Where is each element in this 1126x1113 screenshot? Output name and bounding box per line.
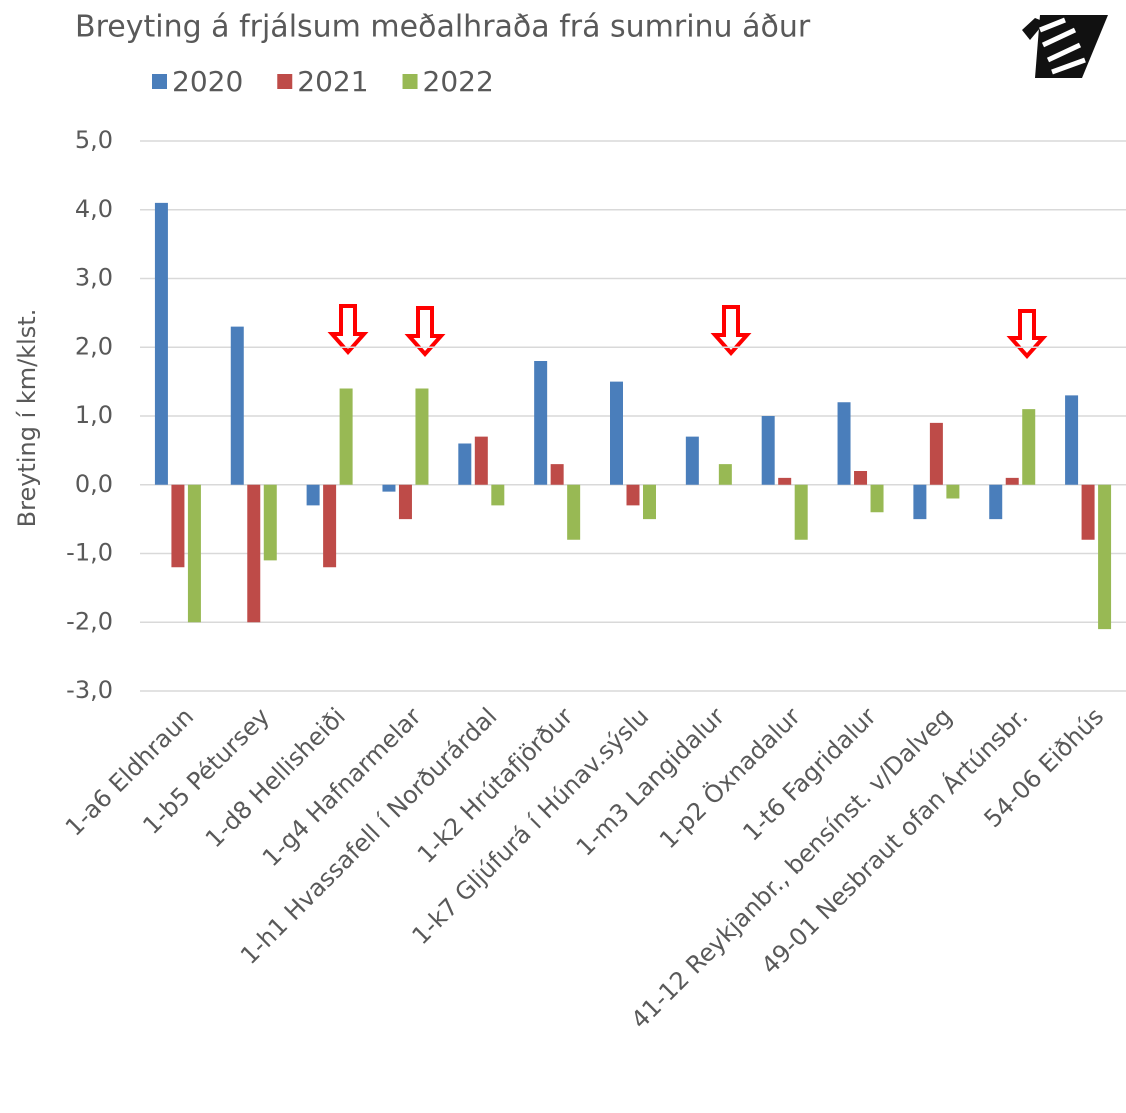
bar bbox=[491, 484, 505, 506]
x-tick-label: 1-p2 Öxnadalur bbox=[653, 702, 806, 855]
y-tick-label: -1,0 bbox=[66, 539, 113, 567]
highlight-arrows bbox=[327, 304, 1048, 360]
y-axis-label: Breyting í km/klst. bbox=[13, 309, 41, 528]
bar bbox=[154, 202, 168, 485]
chart-title: Breyting á frjálsum meðalhraða frá sumri… bbox=[75, 10, 811, 45]
y-tick-label: 4,0 bbox=[75, 195, 113, 223]
bar bbox=[306, 484, 320, 506]
bar bbox=[187, 484, 201, 623]
legend-swatch bbox=[277, 74, 293, 89]
y-tick-label: -3,0 bbox=[66, 676, 113, 704]
bar bbox=[567, 484, 581, 540]
bar bbox=[247, 484, 261, 623]
bar bbox=[550, 464, 564, 485]
legend-swatch bbox=[402, 74, 418, 89]
bar bbox=[643, 484, 656, 520]
legend-label: 2022 bbox=[423, 65, 494, 98]
bar bbox=[610, 381, 623, 485]
bar bbox=[263, 484, 277, 561]
x-tick-label: 1-t6 Fagridalur bbox=[737, 702, 881, 846]
bar bbox=[1005, 477, 1019, 485]
bar bbox=[1022, 409, 1036, 485]
bar bbox=[870, 484, 884, 513]
y-tick-label: 3,0 bbox=[75, 264, 113, 292]
bar bbox=[837, 402, 851, 485]
bar bbox=[474, 436, 488, 485]
x-tick-label: 1-d8 Hellisheiði bbox=[200, 702, 351, 853]
bar bbox=[382, 484, 396, 492]
bar bbox=[989, 484, 1003, 520]
y-tick-label: 5,0 bbox=[75, 126, 113, 154]
legend-label: 2020 bbox=[172, 65, 243, 98]
bar bbox=[1081, 484, 1095, 540]
bar bbox=[913, 484, 927, 520]
y-tick-label: 1,0 bbox=[75, 401, 113, 429]
bar bbox=[685, 436, 699, 485]
bar bbox=[626, 484, 640, 506]
bar bbox=[854, 471, 868, 485]
bar bbox=[534, 361, 548, 485]
legend-label: 2021 bbox=[297, 65, 368, 98]
bar bbox=[718, 464, 732, 485]
y-tick-label: -2,0 bbox=[66, 607, 113, 635]
x-tick-label: 1-a6 Eldhraun bbox=[60, 702, 199, 841]
bar bbox=[761, 416, 775, 485]
bar bbox=[415, 388, 429, 485]
bar bbox=[946, 484, 960, 499]
bar bbox=[323, 484, 337, 568]
bar bbox=[171, 484, 185, 568]
logo bbox=[1022, 15, 1108, 78]
bar bbox=[458, 443, 472, 485]
bar bbox=[1065, 395, 1079, 485]
y-tick-label: 0,0 bbox=[75, 470, 113, 498]
x-tick-label: 49-01 Nesbraut ofan Ártúnsbr. bbox=[755, 702, 1033, 980]
bar bbox=[794, 484, 808, 540]
y-tick-label: 2,0 bbox=[75, 332, 113, 360]
bar bbox=[339, 388, 353, 485]
bar bbox=[1098, 484, 1112, 630]
bar bbox=[778, 477, 792, 485]
bar bbox=[929, 422, 943, 485]
legend-swatch bbox=[152, 74, 167, 89]
bar bbox=[230, 326, 244, 485]
bar bbox=[398, 484, 412, 520]
